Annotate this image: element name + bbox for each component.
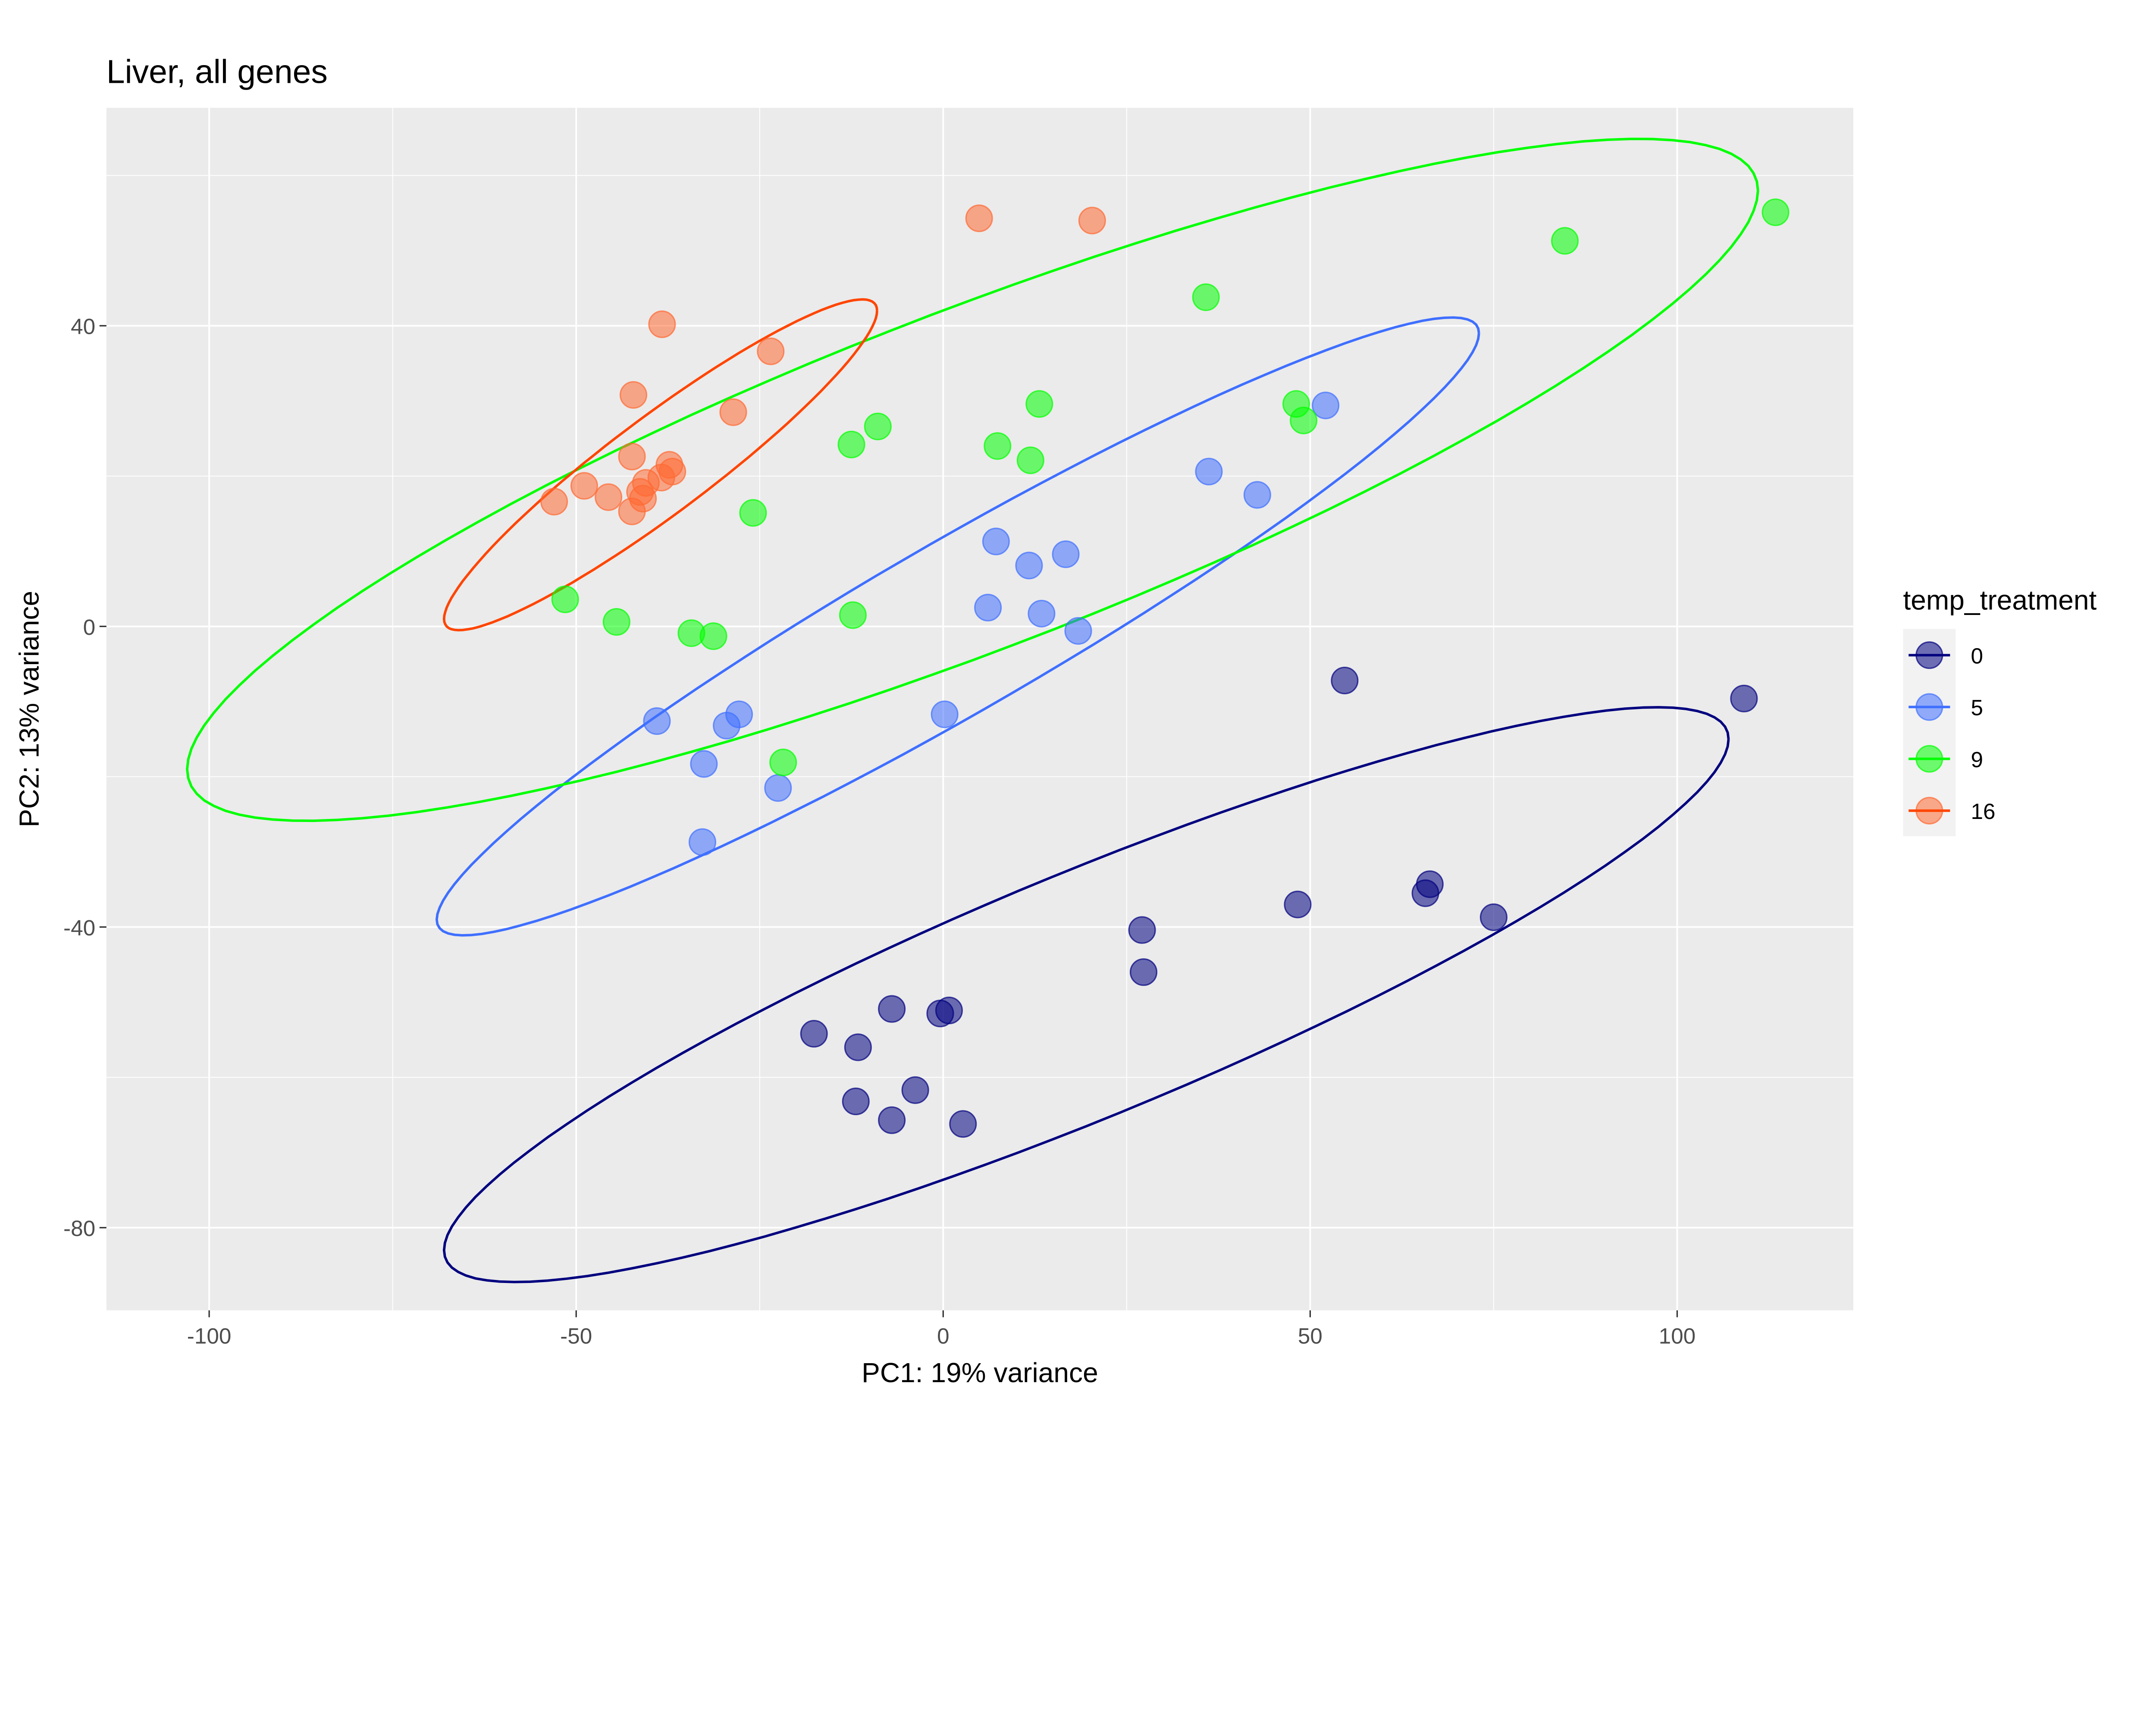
point-group-16 — [540, 488, 568, 516]
point-group-9 — [1192, 283, 1220, 311]
point-group-0 — [1128, 916, 1156, 944]
point-group-16 — [1078, 207, 1106, 235]
point-group-16 — [618, 442, 646, 470]
point-group-16 — [965, 204, 993, 232]
point-group-16 — [719, 398, 747, 426]
ellipse-group-9 — [186, 138, 1759, 822]
point-group-0 — [1730, 684, 1758, 712]
point-group-9 — [984, 432, 1012, 460]
legend-label-5: 5 — [1971, 696, 1984, 720]
axis-ticks: -100 -50 0 50 100 -80 -40 0 40 — [63, 314, 1695, 1349]
point-group-0 — [800, 1020, 828, 1048]
legend-title: temp_treatment — [1903, 584, 2096, 615]
point-group-9 — [1016, 446, 1044, 474]
confidence-ellipses — [186, 138, 1759, 1283]
point-group-9 — [602, 608, 630, 636]
point-group-5 — [1312, 392, 1340, 420]
point-group-0 — [1284, 891, 1312, 919]
x-tick-label: -50 — [560, 1324, 592, 1348]
point-group-16 — [595, 483, 623, 511]
point-group-5 — [1015, 552, 1043, 580]
point-group-5 — [974, 593, 1002, 622]
point-group-5 — [1064, 617, 1092, 645]
legend-label-9: 9 — [1971, 747, 1984, 772]
point-group-9 — [1025, 390, 1053, 418]
point-group-5 — [764, 774, 792, 802]
point-group-5 — [713, 712, 741, 740]
point-group-5 — [643, 707, 671, 735]
legend-label-0: 0 — [1971, 643, 1984, 668]
point-group-9 — [864, 412, 892, 440]
chart-title: Liver, all genes — [107, 53, 328, 90]
point-group-9 — [769, 748, 797, 777]
plot-panel — [106, 107, 1854, 1311]
point-group-0 — [878, 1106, 906, 1134]
y-axis-label: PC2: 13% variance — [14, 591, 45, 828]
point-group-9 — [1551, 227, 1579, 255]
point-group-0 — [926, 1000, 954, 1028]
y-tick-label: 0 — [83, 615, 96, 640]
y-tick-label: -40 — [63, 916, 95, 940]
point-group-5 — [1195, 458, 1223, 486]
point-group-9 — [839, 601, 867, 629]
point-group-9 — [551, 585, 579, 613]
point-group-16 — [757, 337, 785, 365]
point-group-9 — [837, 430, 865, 458]
legend-label-16: 16 — [1971, 799, 1996, 824]
point-group-0 — [949, 1110, 977, 1138]
point-group-16 — [570, 472, 598, 500]
point-group-5 — [931, 700, 959, 728]
point-group-16 — [648, 310, 676, 338]
point-group-16 — [618, 497, 646, 525]
point-group-0 — [1479, 903, 1508, 932]
data-points — [540, 198, 1789, 1138]
point-group-0 — [1331, 666, 1359, 695]
x-tick-label: -100 — [187, 1324, 232, 1348]
point-group-5 — [690, 750, 718, 778]
x-axis-label: PC1: 19% variance — [862, 1357, 1098, 1388]
point-group-9 — [1290, 406, 1318, 435]
point-group-9 — [699, 622, 727, 650]
point-group-0 — [901, 1076, 929, 1104]
y-tick-label: 40 — [71, 314, 95, 339]
pca-chart: Liver, all genes -100 -50 0 50 100-80-40040 … — [14, 53, 2097, 1388]
point-group-0 — [1411, 879, 1439, 907]
x-tick-label: 100 — [1659, 1324, 1696, 1348]
point-group-9 — [739, 499, 767, 527]
point-group-0 — [844, 1033, 872, 1061]
point-group-0 — [842, 1087, 870, 1116]
ellipse-group-0 — [442, 706, 1730, 1283]
point-group-5 — [982, 527, 1010, 555]
y-tick-label: -80 — [63, 1216, 95, 1241]
x-tick-label: 0 — [937, 1324, 950, 1348]
point-group-5 — [1052, 540, 1080, 568]
point-group-0 — [878, 995, 906, 1023]
legend-items: 0 5 9 16 — [1908, 641, 1996, 825]
point-group-0 — [1129, 958, 1158, 986]
ellipse-group-5 — [435, 316, 1480, 937]
ellipse-group-16 — [442, 298, 878, 632]
point-group-5 — [1243, 481, 1271, 509]
legend: temp_treatment 0 5 9 16 — [1903, 584, 2097, 837]
point-group-9 — [1761, 198, 1789, 226]
point-group-16 — [619, 381, 648, 409]
point-group-5 — [1028, 599, 1056, 627]
x-tick-label: 50 — [1298, 1324, 1322, 1348]
point-group-5 — [688, 828, 717, 856]
